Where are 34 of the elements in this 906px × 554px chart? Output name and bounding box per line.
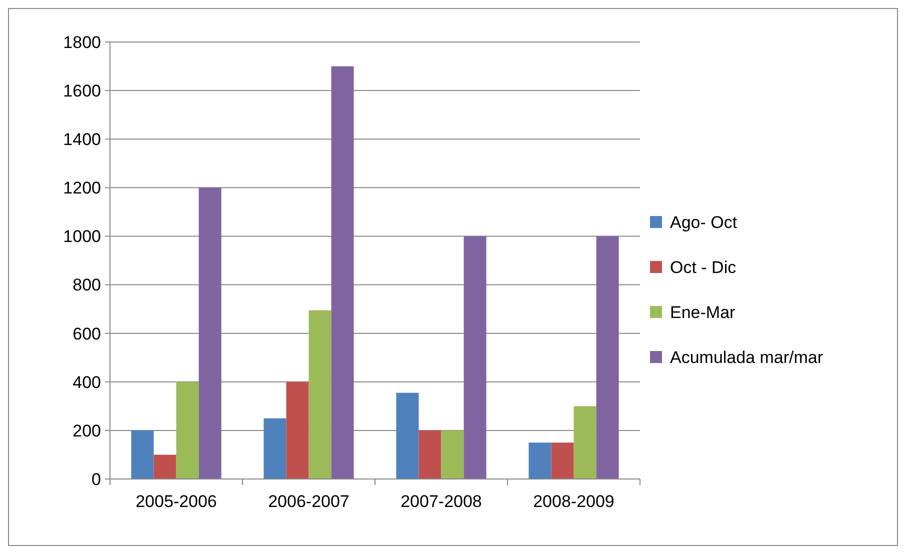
y-tick-label: 1600 [63, 82, 101, 101]
bar [176, 382, 199, 479]
bar [441, 430, 464, 479]
x-tick-label: 2007-2008 [400, 492, 482, 511]
bar [154, 454, 176, 479]
bar [464, 236, 486, 479]
y-tick-label: 1000 [63, 227, 101, 246]
bar [286, 382, 309, 479]
y-tick-label: 0 [92, 470, 101, 489]
legend-label: Ago- Oct [670, 212, 738, 232]
y-tick-label: 800 [72, 276, 101, 295]
x-tick-label: 2006-2007 [268, 492, 350, 511]
bar [528, 442, 552, 479]
y-tick-label: 400 [72, 372, 101, 392]
bar [551, 442, 574, 479]
legend-label: Acumulada mar/mar [670, 348, 824, 367]
bar [418, 430, 442, 479]
y-tick-label: 1200 [63, 178, 101, 198]
legend-label: Oct - Dic [670, 258, 737, 277]
y-tick-label: 200 [72, 421, 101, 440]
x-tick-label: 2008-2009 [533, 492, 614, 511]
y-tick-label: 1400 [63, 130, 101, 150]
bar [596, 236, 619, 479]
bar [308, 310, 332, 479]
x-tick-label: 2005-2006 [136, 492, 217, 511]
bar [574, 406, 596, 479]
legend-label: Ene-Mar [670, 302, 736, 322]
bar [396, 392, 419, 479]
y-tick-label: 600 [72, 324, 101, 344]
bar [331, 66, 354, 479]
bar [264, 418, 286, 479]
bar [198, 188, 222, 479]
bar [131, 430, 154, 479]
y-tick-label: 1800 [63, 32, 101, 52]
